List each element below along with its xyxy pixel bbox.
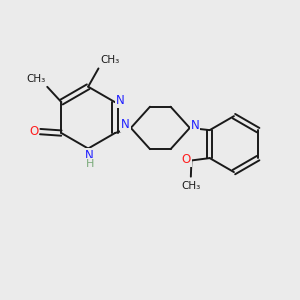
Text: N: N [121,118,130,131]
Text: N: N [85,148,94,161]
Text: CH₃: CH₃ [100,55,119,65]
Text: H: H [85,159,94,169]
Text: CH₃: CH₃ [181,181,200,191]
Text: O: O [29,124,38,137]
Text: CH₃: CH₃ [26,74,46,84]
Text: O: O [182,153,191,166]
Text: N: N [191,119,200,132]
Text: N: N [116,94,124,107]
